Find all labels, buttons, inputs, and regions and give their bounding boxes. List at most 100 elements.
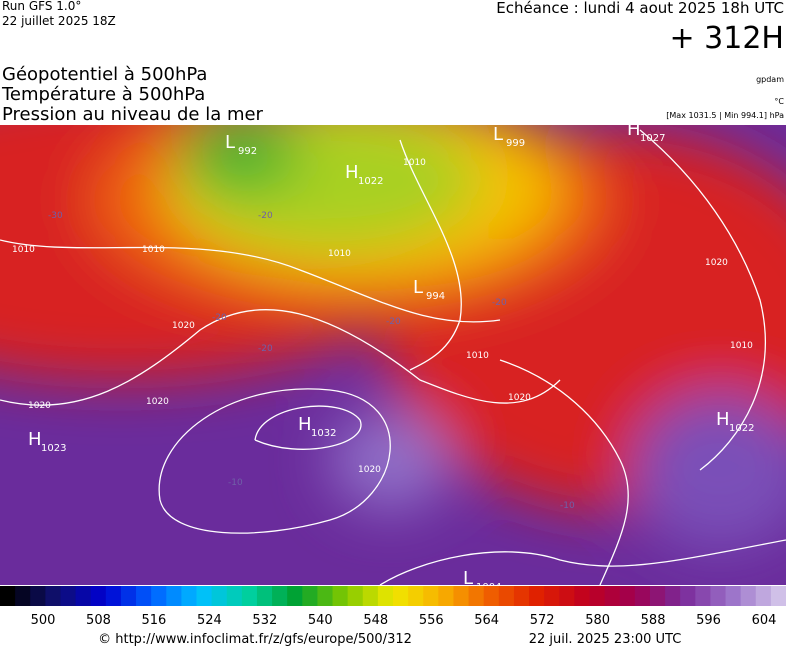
lead-time: + 312H: [670, 21, 785, 56]
colorbar-label: 516: [142, 613, 167, 628]
map: [0, 125, 786, 585]
center-type: H: [345, 162, 359, 183]
temperature-label: -10: [228, 478, 243, 488]
colorbar-swatch: [665, 586, 681, 606]
center-value: 1027: [640, 133, 665, 144]
isobar-label: 1010: [142, 245, 165, 255]
colorbar-swatch: [211, 586, 228, 606]
colorbar-swatch: [740, 586, 757, 606]
colorbar-label: 572: [530, 613, 555, 628]
colorbar-swatch: [226, 586, 243, 606]
colorbar-swatch: [347, 586, 364, 606]
isobar-label: 1020: [172, 321, 195, 331]
title: Pression au niveau de la mer: [2, 104, 264, 125]
colorbar-swatch: [393, 586, 409, 606]
colorbar-swatch: [166, 586, 182, 606]
colorbar-swatch: [695, 586, 711, 606]
title: Géopotentiel à 500hPa: [2, 64, 207, 85]
colorbar-swatch: [332, 586, 349, 606]
colorbar-label: 596: [696, 613, 721, 628]
colorbar-swatch: [483, 586, 500, 606]
colorbar-swatch: [287, 586, 303, 606]
temperature-label: -30: [48, 211, 63, 221]
colorbar-swatch: [302, 586, 318, 606]
isobar-label: 1020: [358, 465, 381, 475]
colorbar-swatch: [589, 586, 606, 606]
isobar-label: 1010: [466, 351, 489, 361]
colorbar-label: 524: [197, 613, 222, 628]
isobar-label: 1010: [328, 249, 351, 259]
isobar-label: 1020: [146, 397, 169, 407]
colorbar-swatch: [362, 586, 379, 606]
temperature-label: -20: [212, 313, 227, 323]
colorbar-label: 556: [419, 613, 444, 628]
colorbar-swatch: [377, 586, 394, 606]
colorbar-label: 580: [585, 613, 610, 628]
colorbar-swatch: [196, 586, 213, 606]
center-value: 992: [238, 146, 257, 157]
center-value: 1032: [311, 428, 336, 439]
colorbar-label: 532: [252, 613, 277, 628]
footer-timestamp: 22 juil. 2025 23:00 UTC: [529, 632, 682, 647]
temperature-label: -20: [386, 317, 401, 327]
isobar-label: 1010: [12, 245, 35, 255]
center-value: 1022: [358, 176, 383, 187]
center-value: 999: [506, 138, 525, 149]
colorbar-swatch: [529, 586, 545, 606]
center-type: H: [627, 119, 641, 140]
colorbar-swatch: [272, 586, 288, 606]
unit: gpdam: [756, 75, 784, 84]
run: Run GFS 1.0°: [2, 0, 81, 13]
center-type: H: [716, 409, 730, 430]
colorbar-swatch: [649, 586, 666, 606]
colorbar-label: 588: [641, 613, 666, 628]
colorbar-swatch: [0, 586, 16, 606]
center-value: 994: [426, 291, 445, 302]
colorbar-swatch: [498, 586, 515, 606]
temperature-label: -20: [492, 298, 507, 308]
colorbar-swatch: [680, 586, 696, 606]
center-type: L: [225, 132, 235, 153]
colorbar-swatch: [710, 586, 727, 606]
colorbar-swatch: [755, 586, 772, 606]
colorbar-swatch: [453, 586, 470, 606]
colorbar-swatch: [725, 586, 742, 606]
center-type: H: [298, 414, 312, 435]
colorbar-label: 540: [308, 613, 333, 628]
colorbar-label: 508: [86, 613, 111, 628]
colorbar-swatch: [423, 586, 439, 606]
temperature-label: -20: [258, 344, 273, 354]
colorbar-label: 564: [474, 613, 499, 628]
isobar-label: 1020: [508, 393, 531, 403]
center-type: L: [413, 277, 423, 298]
colorbar-swatch: [559, 586, 575, 606]
colorbar-swatch: [181, 586, 197, 606]
colorbar-swatch: [770, 586, 786, 606]
unit: °C: [774, 97, 784, 106]
colorbar-swatch: [513, 586, 530, 606]
temperature-label: -20: [258, 211, 273, 221]
colorbar-swatch: [136, 586, 152, 606]
colorbar-swatch: [468, 586, 485, 606]
center-type: H: [28, 429, 42, 450]
colorbar-label: 500: [31, 613, 56, 628]
run-date: 22 juillet 2025 18Z: [2, 14, 116, 28]
colorbar-label: 548: [363, 613, 388, 628]
isobar-label: 1010: [403, 158, 426, 168]
colorbar-swatch: [619, 586, 636, 606]
colorbar-label: 604: [752, 613, 777, 628]
colorbar-swatch: [60, 586, 77, 606]
colorbar-swatch: [30, 586, 46, 606]
colorbar-swatch: [105, 586, 122, 606]
colorbar-swatch: [317, 586, 334, 606]
colorbar-swatch: [120, 586, 137, 606]
colorbar-swatch: [544, 586, 560, 606]
colorbar-swatch: [75, 586, 92, 606]
colorbar-swatch: [256, 586, 273, 606]
title: Température à 500hPa: [1, 84, 205, 105]
temperature-label: -10: [560, 501, 575, 511]
colorbar-swatch: [574, 586, 590, 606]
colorbar-swatch: [15, 586, 31, 606]
colorbar-swatch: [438, 586, 454, 606]
